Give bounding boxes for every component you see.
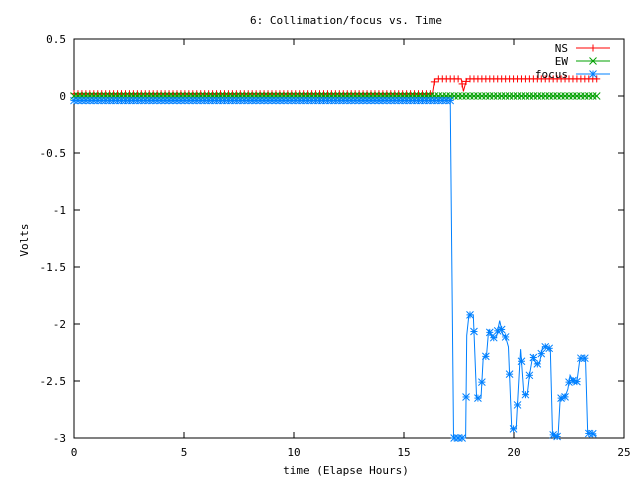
data-point bbox=[458, 80, 466, 88]
legend-marker bbox=[589, 70, 597, 78]
y-tick-label: -2.5 bbox=[40, 375, 67, 388]
y-tick-label: -1.5 bbox=[40, 261, 67, 274]
data-point bbox=[533, 360, 542, 368]
x-tick-label: 0 bbox=[71, 446, 78, 459]
data-point bbox=[521, 390, 530, 399]
data-point bbox=[573, 377, 581, 386]
data-point bbox=[466, 311, 474, 319]
y-axis-label: Volts bbox=[18, 223, 31, 256]
x-tick-label: 20 bbox=[507, 446, 520, 459]
data-point bbox=[517, 357, 526, 366]
data-point bbox=[458, 434, 466, 442]
chart-title: 6: Collimation/focus vs. Time bbox=[250, 14, 442, 27]
y-tick-label: -1 bbox=[53, 204, 66, 217]
data-point bbox=[505, 370, 514, 379]
y-tick-label: -3 bbox=[53, 432, 66, 445]
data-point bbox=[489, 333, 498, 342]
x-tick-label: 10 bbox=[287, 446, 300, 459]
y-tick-label: -0.5 bbox=[40, 147, 67, 160]
data-point bbox=[529, 353, 538, 362]
x-tick-label: 15 bbox=[397, 446, 410, 459]
x-axis-label: time (Elapse Hours) bbox=[283, 464, 409, 477]
data-point bbox=[541, 342, 550, 351]
plot-frame bbox=[73, 38, 625, 439]
data-point bbox=[513, 401, 522, 409]
data-point bbox=[462, 77, 470, 85]
data-point bbox=[470, 327, 478, 336]
series-layer bbox=[70, 75, 601, 442]
data-point bbox=[525, 371, 534, 380]
data-point bbox=[430, 78, 438, 86]
axes: 0.5 0 -0.5 -1 -1.5 -2 -2.5 -3 0 5 10 15 20 25 bbox=[40, 33, 631, 459]
data-point bbox=[454, 75, 462, 83]
data-point bbox=[588, 429, 597, 438]
data-point bbox=[592, 92, 601, 100]
data-point bbox=[593, 75, 601, 83]
data-point bbox=[497, 325, 506, 334]
data-point bbox=[545, 344, 554, 353]
data-point bbox=[580, 354, 589, 363]
legend-label: NS bbox=[555, 42, 568, 55]
legend-marker bbox=[589, 57, 597, 65]
data-point bbox=[462, 393, 470, 401]
legend-marker bbox=[589, 44, 597, 52]
data-point bbox=[485, 328, 494, 337]
data-point bbox=[553, 432, 561, 441]
legend-label: focus bbox=[535, 68, 568, 81]
x-tick-label: 5 bbox=[181, 446, 188, 459]
y-tick-label: 0 bbox=[59, 90, 66, 103]
y-tick-label: 0.5 bbox=[46, 33, 66, 46]
data-point bbox=[501, 333, 510, 341]
data-point bbox=[561, 393, 569, 401]
data-point bbox=[537, 349, 546, 358]
data-point bbox=[481, 352, 490, 361]
data-point bbox=[446, 96, 455, 105]
x-tick-label: 25 bbox=[617, 446, 630, 459]
series-focus bbox=[70, 96, 597, 442]
data-point bbox=[509, 425, 518, 433]
legend-label: EW bbox=[555, 55, 569, 68]
data-point bbox=[474, 394, 482, 402]
y-tick-label: -2 bbox=[53, 318, 66, 331]
data-point bbox=[478, 378, 486, 386]
